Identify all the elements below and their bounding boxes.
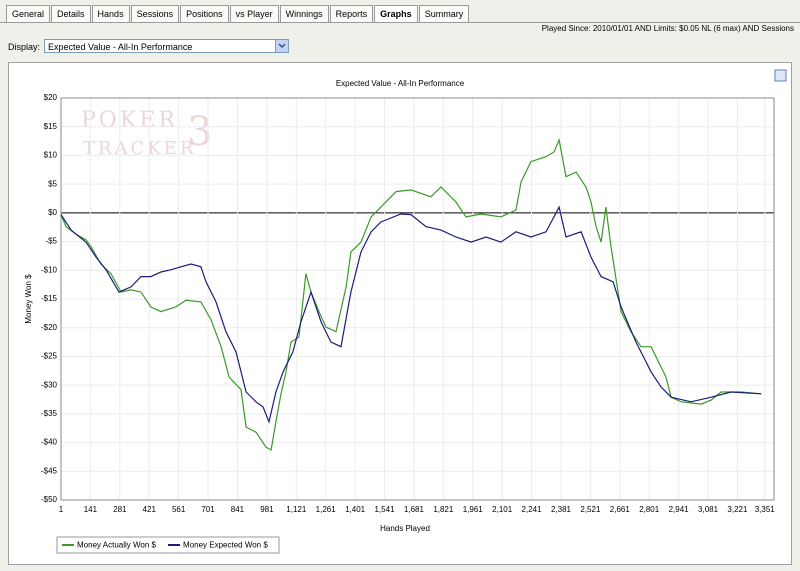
display-dropdown[interactable]: Expected Value - All-In Performance xyxy=(44,39,289,53)
x-tick-label: 2,381 xyxy=(551,505,572,514)
legend-box xyxy=(56,536,280,554)
y-tick-label: $0 xyxy=(48,208,57,217)
tab[interactable]: Sessions xyxy=(130,5,180,22)
x-tick-label: 1,121 xyxy=(286,505,307,514)
y-tick-label: -$45 xyxy=(41,466,58,475)
data-line xyxy=(60,205,762,424)
tab[interactable]: Graphs xyxy=(374,5,418,22)
x-tick-label: 2,101 xyxy=(492,505,513,514)
x-tick-label: 1,401 xyxy=(345,505,366,514)
x-tick-label: 981 xyxy=(260,505,274,514)
tab-bar: General Details Hands Sessions Positions vs P… xyxy=(6,5,470,22)
y-tick-label: $10 xyxy=(44,151,58,160)
x-tick-label: 2,941 xyxy=(669,505,690,514)
y-tick-label: -$20 xyxy=(41,323,58,332)
x-tick-label: 701 xyxy=(201,505,215,514)
x-tick-label: 421 xyxy=(143,505,157,514)
data-line xyxy=(60,137,762,451)
y-tick-label: -$40 xyxy=(41,438,58,447)
x-tick-label: 2,801 xyxy=(639,505,660,514)
x-tick-label: 2,241 xyxy=(522,505,543,514)
x-tick-label: 1,261 xyxy=(316,505,337,514)
watermark: 3 xyxy=(187,109,215,155)
watermark: TRACKER xyxy=(83,138,196,159)
y-tick-label: -$10 xyxy=(41,265,58,274)
tab[interactable]: Hands xyxy=(91,5,130,22)
y-tick-label: -$35 xyxy=(41,409,58,418)
x-tick-label: 3,221 xyxy=(727,505,748,514)
y-axis-label: Money Won $ xyxy=(24,274,33,324)
legend-label: Money Expected Won $ xyxy=(183,541,268,550)
x-tick-label: 141 xyxy=(84,505,98,514)
legend: Money Actually Won $ Money Expected Won $ xyxy=(56,536,280,554)
y-tick-label: $20 xyxy=(44,93,58,102)
chart-title: Expected Value - All-In Performance xyxy=(336,79,465,88)
x-axis-label: Hands Played xyxy=(380,524,430,533)
filter-text: Played Since: 2010/01/01 AND Limits: $0.… xyxy=(541,24,794,33)
x-tick-label: 1 xyxy=(59,505,64,514)
x-tick-label: 1,821 xyxy=(433,505,454,514)
x-tick-label: 3,351 xyxy=(755,505,776,514)
x-tick-label: 2,521 xyxy=(580,505,601,514)
x-tick-label: 561 xyxy=(172,505,186,514)
x-tick-label: 2,661 xyxy=(610,505,631,514)
watermark: POKER xyxy=(81,108,178,133)
x-tick-label: 1,961 xyxy=(463,505,484,514)
x-tick-label: 841 xyxy=(231,505,245,514)
y-tick-label: -$25 xyxy=(41,352,58,361)
dropdown-arrow xyxy=(278,43,286,49)
x-tick-label: 1,681 xyxy=(404,505,425,514)
y-tick-label: -$15 xyxy=(41,294,58,303)
dropdown-button[interactable] xyxy=(275,40,288,52)
x-tick-label: 3,081 xyxy=(698,505,719,514)
legend-label: Money Actually Won $ xyxy=(77,541,157,550)
tab[interactable]: vs Player xyxy=(229,5,279,22)
x-tick-label: 1,541 xyxy=(375,505,396,514)
tab[interactable]: Summary xyxy=(418,5,470,22)
tab[interactable]: General xyxy=(6,5,51,22)
tab-line xyxy=(0,22,800,23)
chart: Expected Value - All-In Performance Hand… xyxy=(24,69,787,554)
display-label: Display: xyxy=(8,42,41,52)
y-tick-label: -$30 xyxy=(41,380,58,389)
tab[interactable]: Details xyxy=(51,5,91,22)
tab[interactable]: Reports xyxy=(329,5,374,22)
y-tick-label: $15 xyxy=(44,122,58,131)
chart-panel: Expected Value - All-In Performance Hand… xyxy=(8,62,792,565)
dropdown-value: Expected Value - All-In Performance xyxy=(48,42,193,52)
y-tick-label: $5 xyxy=(48,179,57,188)
tab[interactable]: Positions xyxy=(180,5,229,22)
plot-frame xyxy=(60,97,775,501)
y-tick-label: -$50 xyxy=(41,495,58,504)
tab[interactable]: Winnings xyxy=(279,5,329,22)
maximize-button[interactable] xyxy=(774,69,787,82)
x-tick-label: 281 xyxy=(113,505,127,514)
y-tick-label: -$5 xyxy=(45,237,57,246)
